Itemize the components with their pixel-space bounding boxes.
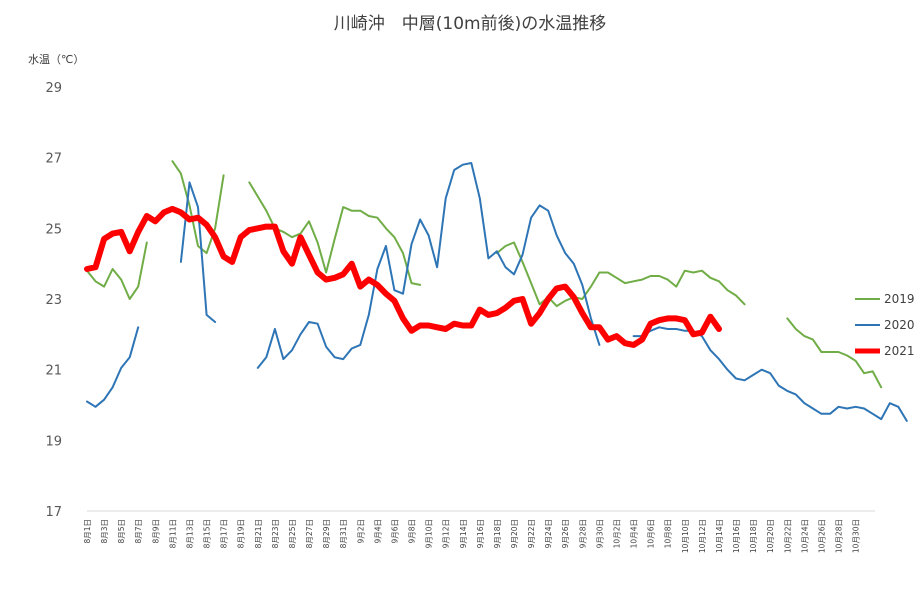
x-tick-label: 10月30日 — [852, 519, 861, 553]
x-tick-label: 9月16日 — [476, 519, 485, 548]
x-tick-label: 9月6日 — [390, 519, 399, 544]
x-tick-label: 10月6日 — [647, 519, 656, 548]
x-tick-label: 9月10日 — [425, 519, 434, 548]
x-tick-label: 8月25日 — [288, 519, 297, 548]
x-tick-label: 8月1日 — [83, 519, 92, 544]
x-tick-label: 8月17日 — [220, 519, 229, 548]
series-line-2020 — [86, 162, 908, 422]
x-tick-label: 8月29日 — [322, 519, 331, 548]
x-tick-label: 8月23日 — [271, 519, 280, 548]
x-tick-label: 9月12日 — [442, 519, 451, 548]
y-tick-label: 17 — [45, 505, 62, 520]
series-line-2021 — [84, 205, 722, 348]
x-tick-label: 10月10日 — [681, 519, 690, 553]
x-tick-label: 9月22日 — [527, 519, 536, 548]
chart-title: 川崎沖 中層(10m前後)の水温推移 — [334, 14, 606, 34]
x-tick-label: 10月28日 — [835, 519, 844, 553]
legend-label-2021: 2021 — [884, 344, 915, 358]
y-tick-label: 21 — [45, 364, 62, 379]
series-line-2019 — [86, 160, 883, 389]
legend-label-2019: 2019 — [884, 292, 915, 306]
x-tick-label: 10月8日 — [664, 519, 673, 548]
x-tick-label: 8月19日 — [237, 519, 246, 548]
x-tick-label: 9月14日 — [459, 519, 468, 548]
x-tick-label: 8月9日 — [151, 519, 160, 544]
x-tick-label: 9月20日 — [510, 519, 519, 548]
x-tick-label: 8月21日 — [254, 519, 263, 548]
x-tick-label: 10月4日 — [630, 519, 639, 548]
x-tick-label: 9月8日 — [408, 519, 417, 544]
x-tick-label: 9月24日 — [544, 519, 553, 548]
y-tick-label: 23 — [45, 293, 62, 308]
x-tick-label: 8月5日 — [117, 519, 126, 544]
x-tick-label: 8月15日 — [203, 519, 212, 548]
x-tick-label: 9月4日 — [373, 519, 382, 544]
x-tick-label: 8月3日 — [100, 519, 109, 544]
x-tick-label: 9月18日 — [493, 519, 502, 548]
x-tick-label: 10月16日 — [732, 519, 741, 553]
x-tick-label: 8月11日 — [168, 519, 177, 548]
x-tick-label: 10月22日 — [783, 519, 792, 553]
x-tick-label: 9月28日 — [578, 519, 587, 548]
x-tick-label: 9月2日 — [356, 519, 365, 544]
legend: 2019 2020 2021 — [855, 292, 915, 358]
x-axis-ticks: 8月1日 8月3日 8月5日 8月7日 8月9日 8月11日 8月13日 8月15日 8月17日… — [83, 519, 861, 553]
x-tick-label: 9月30日 — [595, 519, 604, 548]
x-tick-label: 10月20日 — [766, 519, 775, 553]
x-tick-label: 8月31日 — [339, 519, 348, 548]
y-axis-label: 水温（℃） — [28, 53, 84, 66]
x-tick-label: 9月26日 — [561, 519, 570, 548]
y-tick-label: 19 — [45, 434, 62, 449]
y-tick-label: 29 — [45, 81, 62, 96]
x-tick-label: 8月27日 — [305, 519, 314, 548]
y-axis-ticks: 17 19 21 23 25 27 29 — [45, 81, 62, 520]
x-tick-label: 10月14日 — [715, 519, 724, 553]
legend-label-2020: 2020 — [884, 318, 915, 332]
x-tick-label: 10月18日 — [749, 519, 758, 553]
x-tick-label: 10月12日 — [698, 519, 707, 553]
x-tick-label: 8月7日 — [134, 519, 143, 544]
series-lines — [84, 160, 908, 422]
x-tick-label: 10月26日 — [817, 519, 826, 553]
x-tick-label: 8月13日 — [185, 519, 194, 548]
x-tick-label: 10月24日 — [800, 519, 809, 553]
y-tick-label: 27 — [45, 152, 62, 167]
x-tick-label: 10月2日 — [612, 519, 621, 548]
y-tick-label: 25 — [45, 222, 62, 237]
